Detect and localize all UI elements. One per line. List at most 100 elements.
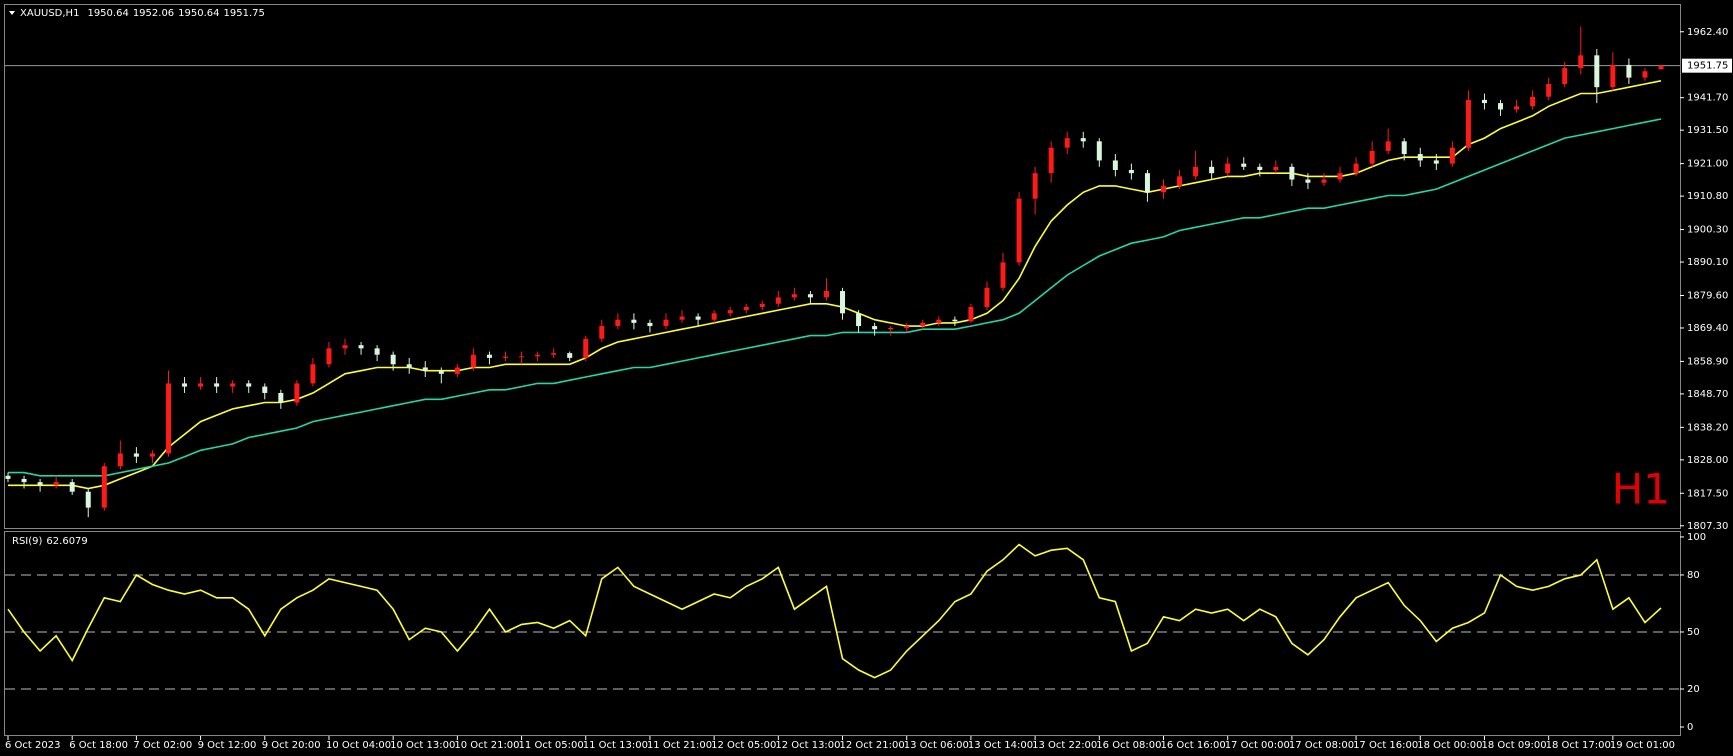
candle-body xyxy=(759,303,765,307)
candle-body xyxy=(1401,141,1407,155)
candle-body xyxy=(117,453,123,467)
candle-body xyxy=(936,319,942,323)
candle-body xyxy=(165,383,171,454)
moving-average-line xyxy=(8,80,1662,490)
y-tick-label: 1807.30 xyxy=(1687,521,1728,532)
candle-body xyxy=(904,326,910,328)
candle-body xyxy=(246,383,252,387)
x-tick-label: 13 Oct 14:00 xyxy=(968,740,1033,751)
x-tick-label: 18 Oct 00:00 xyxy=(1417,740,1482,751)
x-tick-label: 18 Oct 17:00 xyxy=(1546,740,1611,751)
candle-body xyxy=(1514,106,1520,110)
candle-body xyxy=(535,354,541,357)
candle-body xyxy=(390,354,396,365)
candle-body xyxy=(1481,99,1487,104)
candle-body xyxy=(198,383,204,387)
candle-body xyxy=(1530,96,1536,107)
candle-body xyxy=(888,327,894,330)
candle-body xyxy=(727,310,733,314)
candle-body xyxy=(567,353,573,358)
candle-body xyxy=(1546,83,1552,97)
open: 1950.64 xyxy=(87,8,128,19)
candle-body xyxy=(1144,173,1150,193)
high: 1952.06 xyxy=(133,8,174,19)
y-tick-label: 1858.90 xyxy=(1687,356,1728,367)
y-tick-label: 1941.70 xyxy=(1687,93,1728,104)
candle-body xyxy=(53,482,59,486)
candle-body xyxy=(262,386,268,393)
candle-body xyxy=(21,478,27,483)
candle-body xyxy=(1417,154,1423,161)
candle-body xyxy=(149,453,155,457)
candle-body xyxy=(984,287,990,307)
y-tick-label: 1900.30 xyxy=(1687,225,1728,236)
candle-body xyxy=(5,475,11,479)
candle-body xyxy=(1048,147,1054,174)
x-tick-label: 6 Oct 18:00 xyxy=(69,740,128,751)
candle-body xyxy=(438,370,444,374)
candle-body xyxy=(1080,138,1086,142)
candle-body xyxy=(1610,64,1616,88)
x-tick-label: 10 Oct 13:00 xyxy=(390,740,455,751)
candle-body xyxy=(406,364,412,368)
rsi-line xyxy=(7,543,1662,679)
candle-body xyxy=(1209,166,1215,174)
candle-body xyxy=(85,491,91,508)
x-tick-label: 11 Oct 21:00 xyxy=(647,740,712,751)
candle-body xyxy=(1289,166,1295,180)
x-tick-label: 18 Oct 09:00 xyxy=(1481,740,1546,751)
last-price-box xyxy=(1682,58,1732,73)
candle-body xyxy=(69,482,75,492)
candle-body xyxy=(551,353,557,355)
x-tick-label: 9 Oct 20:00 xyxy=(262,740,321,751)
candle-body xyxy=(294,383,300,403)
candle-body xyxy=(1626,64,1632,78)
candle-body xyxy=(952,319,958,322)
candle-body xyxy=(422,367,428,371)
candle-body xyxy=(840,291,846,314)
candle-body xyxy=(470,354,476,368)
menu-arrow[interactable] xyxy=(9,11,15,15)
candle-body xyxy=(1193,166,1199,177)
rsi-title: RSI(9) xyxy=(12,536,43,547)
candle-body xyxy=(342,345,348,349)
candle-body xyxy=(823,291,829,298)
rsi-panel-frame xyxy=(4,531,1681,736)
x-tick-label: 17 Oct 00:00 xyxy=(1225,740,1290,751)
candle-body xyxy=(374,348,380,355)
candle-body xyxy=(1064,138,1070,148)
candle-body xyxy=(647,322,653,327)
candle-body xyxy=(1658,65,1664,70)
candle-body xyxy=(1225,163,1231,174)
x-tick-label: 17 Oct 16:00 xyxy=(1353,740,1418,751)
y-tick-label: 1910.80 xyxy=(1687,191,1728,202)
candle-body xyxy=(182,383,188,387)
y-tick-label: 0 xyxy=(1687,722,1693,733)
candle-body xyxy=(743,306,749,311)
candle-body xyxy=(1449,147,1455,164)
y-tick-label: 1890.10 xyxy=(1687,257,1728,268)
y-tick-label: 1869.40 xyxy=(1687,323,1728,334)
candle-body xyxy=(631,319,637,323)
y-tick-label: 1848.70 xyxy=(1687,389,1728,400)
candle-body xyxy=(1465,99,1471,148)
x-tick-label: 9 Oct 12:00 xyxy=(198,740,257,751)
candle-body xyxy=(1594,55,1600,88)
close: 1951.75 xyxy=(224,8,265,19)
candle-body xyxy=(695,316,701,320)
candle-body xyxy=(230,383,236,387)
moving-average-line xyxy=(8,118,1662,477)
candle-body xyxy=(1016,198,1022,263)
y-tick-label: 100 xyxy=(1687,532,1706,543)
candle-body xyxy=(807,294,813,298)
candle-body xyxy=(1562,68,1568,84)
y-tick-label: 1921.00 xyxy=(1687,159,1728,170)
candle-body xyxy=(615,319,621,327)
y-tick-label: 50 xyxy=(1687,627,1700,638)
main-panel-frame xyxy=(4,4,1681,529)
candle-body xyxy=(519,356,525,358)
candle-body xyxy=(1321,179,1327,183)
candle-body xyxy=(920,322,926,327)
